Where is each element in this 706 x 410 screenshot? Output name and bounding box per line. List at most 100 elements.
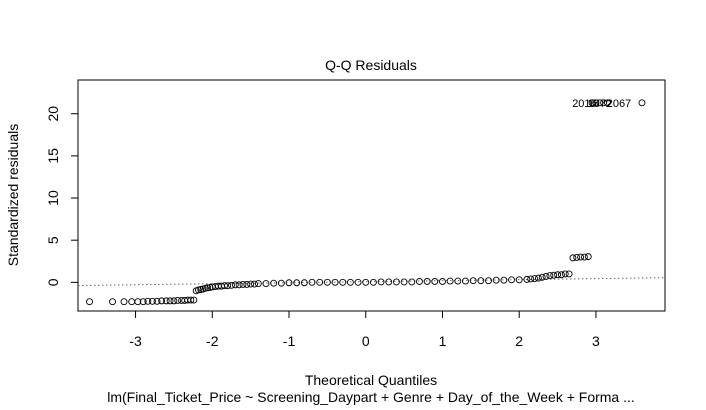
data-point bbox=[515, 276, 523, 284]
data-point bbox=[527, 275, 535, 283]
data-point bbox=[235, 281, 243, 289]
model-formula-subtitle: lm(Final_Ticket_Price ~ Screening_Daypar… bbox=[107, 389, 635, 405]
data-point bbox=[600, 99, 608, 107]
data-point bbox=[270, 279, 278, 287]
data-point bbox=[120, 298, 128, 306]
data-point bbox=[316, 278, 324, 286]
point-label: 2067 bbox=[607, 98, 631, 110]
data-point bbox=[408, 278, 416, 286]
data-point bbox=[339, 278, 347, 286]
y-axis-label: Standardized residuals bbox=[5, 124, 21, 266]
data-point bbox=[500, 276, 508, 284]
data-point bbox=[251, 280, 258, 288]
data-point bbox=[439, 278, 446, 285]
data-point bbox=[86, 298, 93, 306]
data-point bbox=[148, 297, 156, 305]
data-point bbox=[204, 284, 212, 292]
y-tick-label: 10 bbox=[45, 190, 61, 206]
data-point bbox=[224, 282, 232, 290]
data-point bbox=[300, 279, 308, 287]
data-point bbox=[243, 280, 251, 288]
data-point bbox=[538, 273, 546, 281]
data-point bbox=[197, 286, 205, 293]
data-point bbox=[542, 272, 550, 280]
data-point bbox=[331, 278, 339, 286]
point-label: 2016 bbox=[572, 98, 596, 110]
x-tick-label: 2 bbox=[515, 333, 523, 349]
data-point bbox=[577, 253, 585, 261]
data-point bbox=[231, 281, 239, 289]
data-point bbox=[201, 284, 209, 292]
y-tick-label: 20 bbox=[45, 106, 61, 122]
data-point bbox=[362, 278, 370, 286]
data-point bbox=[277, 279, 285, 287]
data-point bbox=[508, 276, 515, 284]
data-point bbox=[385, 278, 393, 286]
y-tick-label: 5 bbox=[45, 236, 61, 244]
data-point bbox=[128, 298, 136, 306]
x-tick-label: 0 bbox=[362, 333, 370, 349]
data-point bbox=[554, 271, 562, 279]
x-tick-label: 3 bbox=[592, 333, 600, 349]
data-point bbox=[569, 254, 577, 262]
data-point bbox=[485, 277, 492, 285]
data-point bbox=[492, 276, 500, 284]
data-point bbox=[377, 278, 385, 286]
x-tick-label: 1 bbox=[439, 333, 447, 349]
data-point bbox=[573, 254, 581, 261]
data-point bbox=[239, 280, 247, 288]
data-point bbox=[431, 278, 439, 285]
data-point bbox=[254, 280, 262, 288]
data-point bbox=[546, 272, 554, 280]
data-point bbox=[346, 278, 354, 286]
data-point bbox=[638, 99, 646, 107]
data-point bbox=[588, 99, 596, 107]
data-point bbox=[139, 298, 147, 306]
plot-area bbox=[77, 79, 666, 312]
data-point bbox=[550, 271, 558, 279]
data-point bbox=[400, 278, 408, 286]
data-point bbox=[596, 99, 604, 107]
data-point bbox=[247, 280, 255, 288]
data-point bbox=[416, 278, 423, 285]
x-tick-label: -2 bbox=[206, 333, 219, 349]
data-point bbox=[392, 278, 400, 286]
y-axis: 0 5 10 15 20 bbox=[45, 106, 79, 286]
y-tick-label: 0 bbox=[45, 278, 61, 286]
data-point bbox=[584, 253, 592, 261]
data-point bbox=[523, 275, 531, 283]
data-point bbox=[285, 279, 293, 287]
data-point bbox=[221, 282, 229, 290]
chart-title: Q-Q Residuals bbox=[325, 57, 417, 73]
data-point bbox=[262, 280, 270, 288]
data-point bbox=[477, 277, 485, 285]
data-point bbox=[109, 298, 116, 306]
reference-line bbox=[77, 277, 666, 287]
data-point bbox=[170, 297, 178, 305]
data-point bbox=[565, 270, 573, 278]
data-point bbox=[531, 275, 539, 282]
data-point bbox=[469, 277, 477, 285]
x-axis: -3 -2 -1 0 1 2 3 bbox=[129, 310, 600, 349]
data-point bbox=[561, 270, 569, 278]
x-tick-label: -1 bbox=[283, 333, 296, 349]
data-point bbox=[134, 298, 142, 306]
data-point bbox=[293, 279, 301, 287]
y-tick-label: 15 bbox=[45, 148, 61, 164]
data-point bbox=[446, 277, 454, 285]
data-point bbox=[580, 253, 588, 261]
data-point bbox=[195, 286, 202, 294]
x-axis-label: Theoretical Quantiles bbox=[305, 372, 437, 388]
data-point bbox=[228, 281, 235, 289]
x-tick-label: -3 bbox=[129, 333, 142, 349]
data-point bbox=[604, 99, 611, 107]
data-point bbox=[557, 271, 565, 279]
data-point bbox=[206, 283, 214, 291]
data-point bbox=[462, 277, 469, 285]
data-point bbox=[423, 278, 431, 285]
data-point bbox=[592, 99, 600, 107]
data-point bbox=[190, 296, 198, 304]
data-point bbox=[162, 297, 170, 305]
